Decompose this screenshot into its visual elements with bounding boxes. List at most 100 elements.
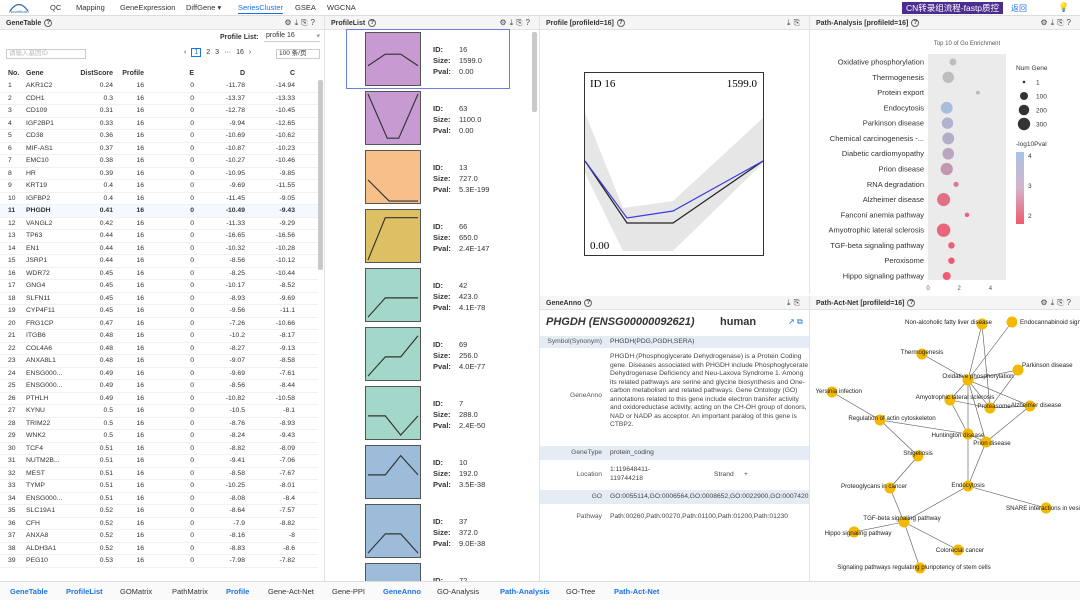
network-node[interactable] <box>984 402 996 414</box>
table-row[interactable]: 9 KRT19 0.4 16 0 -9.69 -11.55 <box>0 180 318 193</box>
download-icon[interactable]: ⤓ <box>1050 298 1058 307</box>
network-node[interactable] <box>976 318 988 330</box>
nav-item-3[interactable]: DiffGene ▾ <box>186 3 222 12</box>
nav-item-0[interactable]: QC <box>50 3 62 12</box>
profile-item[interactable]: ID: 16 Size: 1599.0 Pval: 0.00 <box>346 29 510 89</box>
profile-item[interactable]: ID: 42 Size: 423.0 Pval: 4.1E-78 <box>347 266 509 324</box>
table-row[interactable]: 17 GNG4 0.45 16 0 -10.17 -8.52 <box>0 280 318 293</box>
network-node[interactable] <box>980 436 992 448</box>
export-icon[interactable]: ⎘ <box>793 298 803 307</box>
profile-item[interactable]: ID:72Size:Pval: <box>347 561 509 581</box>
pager-item[interactable]: 16 <box>236 49 244 56</box>
profile-item[interactable]: ID: 69 Size: 256.0 Pval: 4.0E-77 <box>347 325 509 383</box>
network-node[interactable] <box>962 428 974 440</box>
export-icon[interactable]: ⎘ <box>793 18 803 27</box>
nav-item-5[interactable]: GSEA <box>295 3 316 12</box>
nav-item-6[interactable]: WGCNA <box>327 3 356 12</box>
bottom-tab-9[interactable]: Path-Analysis <box>500 587 550 596</box>
download-icon[interactable]: ⤓ <box>294 18 302 27</box>
bottom-tab-4[interactable]: Profile <box>226 587 250 596</box>
profile-list-scrollbar[interactable] <box>532 32 537 112</box>
download-icon[interactable]: ⤓ <box>1050 18 1058 27</box>
bottom-tab-7[interactable]: GeneAnno <box>383 587 421 596</box>
settings-icon[interactable]: ⚙ <box>284 18 295 27</box>
lightbulb-icon[interactable]: 💡 <box>1058 2 1070 12</box>
network-node[interactable] <box>952 544 964 556</box>
network-node[interactable] <box>1040 502 1052 514</box>
table-row[interactable]: 16 WDR72 0.45 16 0 -8.25 -10.44 <box>0 268 318 280</box>
export-icon[interactable]: ⎘ <box>301 18 311 27</box>
table-row[interactable]: 6 MIF-AS1 0.37 16 0 -10.87 -10.23 <box>0 143 318 155</box>
download-icon[interactable]: ⤓ <box>787 298 794 307</box>
bottom-tab-5[interactable]: Gene-Act-Net <box>268 587 314 596</box>
pager-item[interactable]: › <box>248 49 252 56</box>
table-row[interactable]: 8 HR 0.39 16 0 -10.95 -9.85 <box>0 168 318 180</box>
table-row[interactable]: 7 EMC10 0.38 16 0 -10.27 -10.46 <box>0 155 318 168</box>
page-size-select[interactable]: 100 条/页 <box>276 49 320 59</box>
table-row[interactable]: 33 TYMP 0.51 16 0 -10.25 -8.01 <box>0 480 318 493</box>
copy-icon[interactable]: ⧉ <box>796 317 803 326</box>
profile-item[interactable]: ID: 63 Size: 1100.0 Pval: 0.00 <box>347 89 509 147</box>
table-row[interactable]: 20 FRG1CP 0.47 16 0 -7.26 -10.66 <box>0 318 318 330</box>
table-row[interactable]: 35 SLC19A1 0.52 16 0 -8.64 -7.57 <box>0 505 318 518</box>
bottom-tab-11[interactable]: Path-Act-Net <box>614 587 660 596</box>
export-icon[interactable]: ⎘ <box>1057 18 1067 27</box>
pager-item[interactable]: 1 <box>191 48 202 57</box>
help-icon[interactable]: ? <box>907 299 916 307</box>
network-node[interactable] <box>898 516 910 528</box>
table-row[interactable]: 31 NUTM2B... 0.51 16 0 -9.41 -7.06 <box>0 455 318 468</box>
network-node[interactable] <box>912 450 924 462</box>
network-node[interactable] <box>1024 400 1036 412</box>
table-row[interactable]: 5 CD38 0.36 16 0 -10.69 -10.62 <box>0 130 318 143</box>
settings-icon[interactable]: ⚙ <box>499 18 510 27</box>
table-row[interactable]: 3 CD109 0.31 16 0 -12.78 -10.45 <box>0 105 318 118</box>
settings-icon[interactable]: ⚙ <box>1040 18 1051 27</box>
profile-item[interactable]: ID: 7 Size: 288.0 Pval: 2.4E-50 <box>347 384 509 442</box>
column-header[interactable]: Profile <box>122 70 144 77</box>
column-header[interactable]: E <box>189 70 194 77</box>
table-row[interactable]: 30 TCF4 0.51 16 0 -8.82 -8.09 <box>0 443 318 455</box>
pager-item[interactable]: 3 <box>215 49 220 56</box>
table-row[interactable]: 28 TRIM22 0.5 16 0 -8.76 -8.93 <box>0 418 318 430</box>
help-icon[interactable]: ? <box>911 19 920 27</box>
settings-icon[interactable]: ⚙ <box>1040 298 1051 307</box>
bottom-tab-6[interactable]: Gene-PPI <box>332 587 365 596</box>
nav-item-1[interactable]: Mapping <box>76 3 105 12</box>
table-row[interactable]: 39 PEG10 0.53 16 0 -7.98 -7.82 <box>0 555 318 568</box>
export-icon[interactable]: ⎘ <box>516 18 526 27</box>
column-header[interactable]: D <box>239 70 245 77</box>
table-row[interactable]: 38 ALDH3A1 0.52 16 0 -8.83 -8.6 <box>0 543 318 555</box>
bottom-tab-3[interactable]: PathMatrix <box>172 587 208 596</box>
pagination[interactable]: ‹ 1 2 3 ··· 16 › <box>184 48 256 57</box>
pager-item[interactable]: ‹ <box>184 49 187 56</box>
table-row[interactable]: 37 ANXA8 0.52 16 0 -8.16 -8 <box>0 530 318 543</box>
table-row[interactable]: 11 PHGDH 0.41 16 0 -10.49 -9.43 <box>0 205 318 218</box>
bottom-tab-8[interactable]: GO-Analysis <box>437 587 480 596</box>
table-row[interactable]: 21 ITGB6 0.48 16 0 -10.2 -8.17 <box>0 330 318 343</box>
table-row[interactable]: 10 IGFBP2 0.4 16 0 -11.45 -9.05 <box>0 193 318 205</box>
back-link[interactable]: 返回 <box>1011 4 1027 13</box>
table-row[interactable]: 36 CFH 0.52 16 0 -7.9 -8.82 <box>0 518 318 530</box>
export-icon[interactable]: ⎘ <box>1057 298 1067 307</box>
download-icon[interactable]: ⤓ <box>787 18 794 27</box>
table-row[interactable]: 12 VANGL2 0.42 16 0 -11.33 -9.29 <box>0 218 318 230</box>
table-row[interactable]: 27 KYNU 0.5 16 0 -10.5 -8.1 <box>0 405 318 418</box>
pathway-network[interactable]: Non-alcoholic fatty liver disease Endocan… <box>810 310 1080 580</box>
nav-item-2[interactable]: GeneExpression <box>120 3 176 12</box>
table-row[interactable]: 13 TP63 0.44 16 0 -16.65 -16.56 <box>0 230 318 243</box>
table-row[interactable]: 4 IGF2BP1 0.33 16 0 -9.94 -12.65 <box>0 118 318 130</box>
network-node[interactable] <box>826 386 838 398</box>
table-row[interactable]: 19 CYP4F11 0.45 16 0 -9.56 -11.1 <box>0 305 318 318</box>
profile-item[interactable]: ID: 13 Size: 727.0 Pval: 5.3E-199 <box>347 148 509 206</box>
question-icon[interactable]: ? <box>1066 298 1074 307</box>
network-node[interactable] <box>884 482 896 494</box>
table-row[interactable]: 23 ANXA8L1 0.48 16 0 -9.07 -8.58 <box>0 355 318 368</box>
table-row[interactable]: 15 JSRP1 0.44 16 0 -8.56 -10.12 <box>0 255 318 268</box>
column-header[interactable]: C <box>289 70 295 77</box>
gene-search-input[interactable]: 请输入基因ID <box>6 49 86 59</box>
network-node[interactable] <box>916 348 928 360</box>
table-row[interactable]: 1 AKR1C2 0.24 16 0 -11.78 -14.94 <box>0 80 318 93</box>
table-row[interactable]: 25 ENSG000... 0.49 16 0 -8.56 -8.44 <box>0 380 318 393</box>
table-row[interactable]: 14 EN1 0.44 16 0 -10.32 -10.28 <box>0 243 318 255</box>
column-header[interactable]: No. <box>8 70 20 77</box>
